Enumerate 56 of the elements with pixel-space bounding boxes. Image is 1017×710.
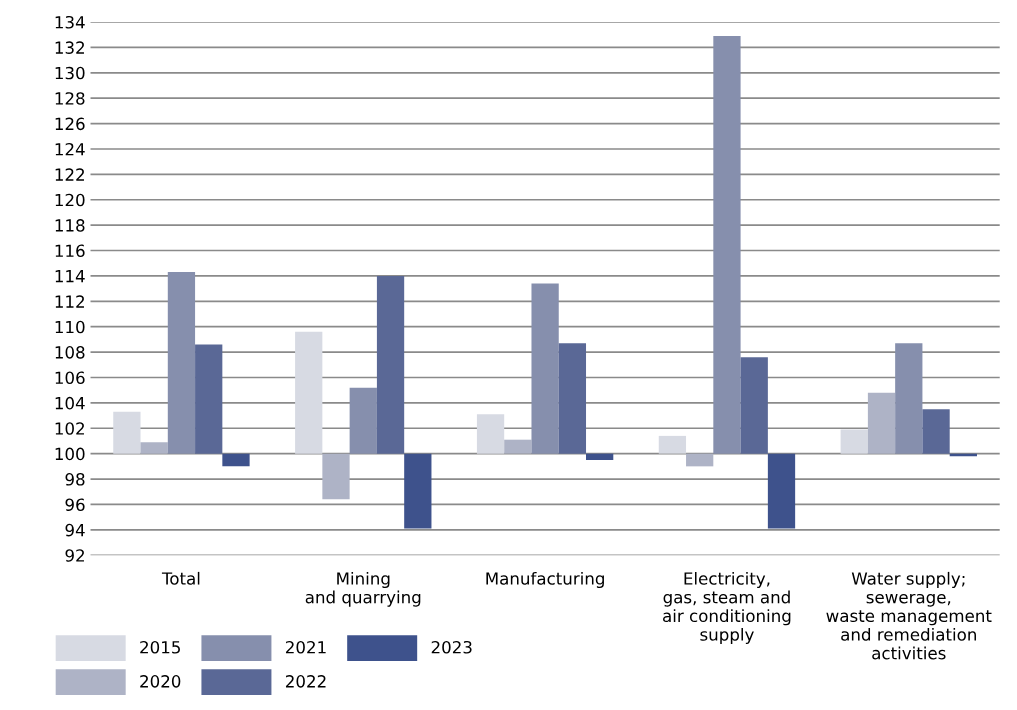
bar (713, 35, 741, 454)
bar (476, 414, 505, 454)
y-tick-label: 118 (55, 219, 85, 232)
y-tick-label: 122 (55, 168, 84, 181)
y-tick-label: 100 (55, 447, 85, 461)
y-tick-label: 94 (65, 523, 85, 537)
y-tick-label: 106 (55, 371, 85, 385)
x-tick-label: Manufacturing (486, 571, 604, 589)
y-tick-label: 110 (55, 320, 85, 334)
bar (558, 343, 587, 454)
bar (167, 272, 196, 454)
bar (922, 409, 950, 454)
bar (195, 344, 223, 454)
y-tick-label: 128 (55, 92, 85, 105)
bar (222, 453, 250, 467)
y-tick-label: 98 (65, 473, 85, 486)
x-tick-label: Mining and quarrying (305, 571, 421, 607)
y-tick-label: 134 (55, 15, 85, 29)
bar (140, 442, 168, 454)
y-tick-label: 92 (65, 549, 84, 562)
legend-label: 2015 (140, 640, 180, 654)
y-tick-label: 108 (55, 346, 85, 359)
bar (686, 453, 714, 467)
y-tick-label: 124 (55, 142, 85, 156)
bar (740, 357, 768, 454)
y-tick-label: 130 (55, 66, 85, 80)
bar (867, 392, 896, 454)
legend-label: 2021 (285, 640, 326, 654)
bar (658, 435, 687, 454)
y-tick-label: 104 (55, 396, 85, 410)
y-tick-label: 112 (55, 295, 84, 308)
bar (586, 453, 614, 460)
x-tick-label: Water supply; sewerage, waste management and remediation activities (826, 571, 992, 660)
y-tick-label: 114 (55, 270, 85, 283)
bar (349, 387, 377, 454)
bar (840, 429, 868, 454)
y-tick-label: 96 (65, 498, 85, 512)
x-tick-label: Total (161, 571, 200, 585)
bar (113, 411, 141, 454)
bar (895, 343, 923, 454)
bar (504, 439, 532, 454)
y-tick-label: 126 (55, 117, 85, 131)
legend-label: 2023 (431, 640, 472, 654)
x-tick-label: Electricity, gas, steam and air conditioning supply (663, 571, 791, 645)
bar (376, 275, 405, 454)
y-tick-label: 116 (55, 244, 85, 258)
bar (531, 283, 559, 454)
bar (295, 331, 323, 454)
y-tick-label: 102 (55, 422, 84, 435)
y-tick-label: 120 (55, 193, 85, 207)
legend-label: 2022 (285, 675, 326, 688)
legend-label: 2020 (140, 675, 181, 688)
bar (322, 453, 350, 500)
bar (767, 453, 796, 529)
y-tick-label: 132 (55, 41, 84, 54)
bar (404, 453, 432, 529)
